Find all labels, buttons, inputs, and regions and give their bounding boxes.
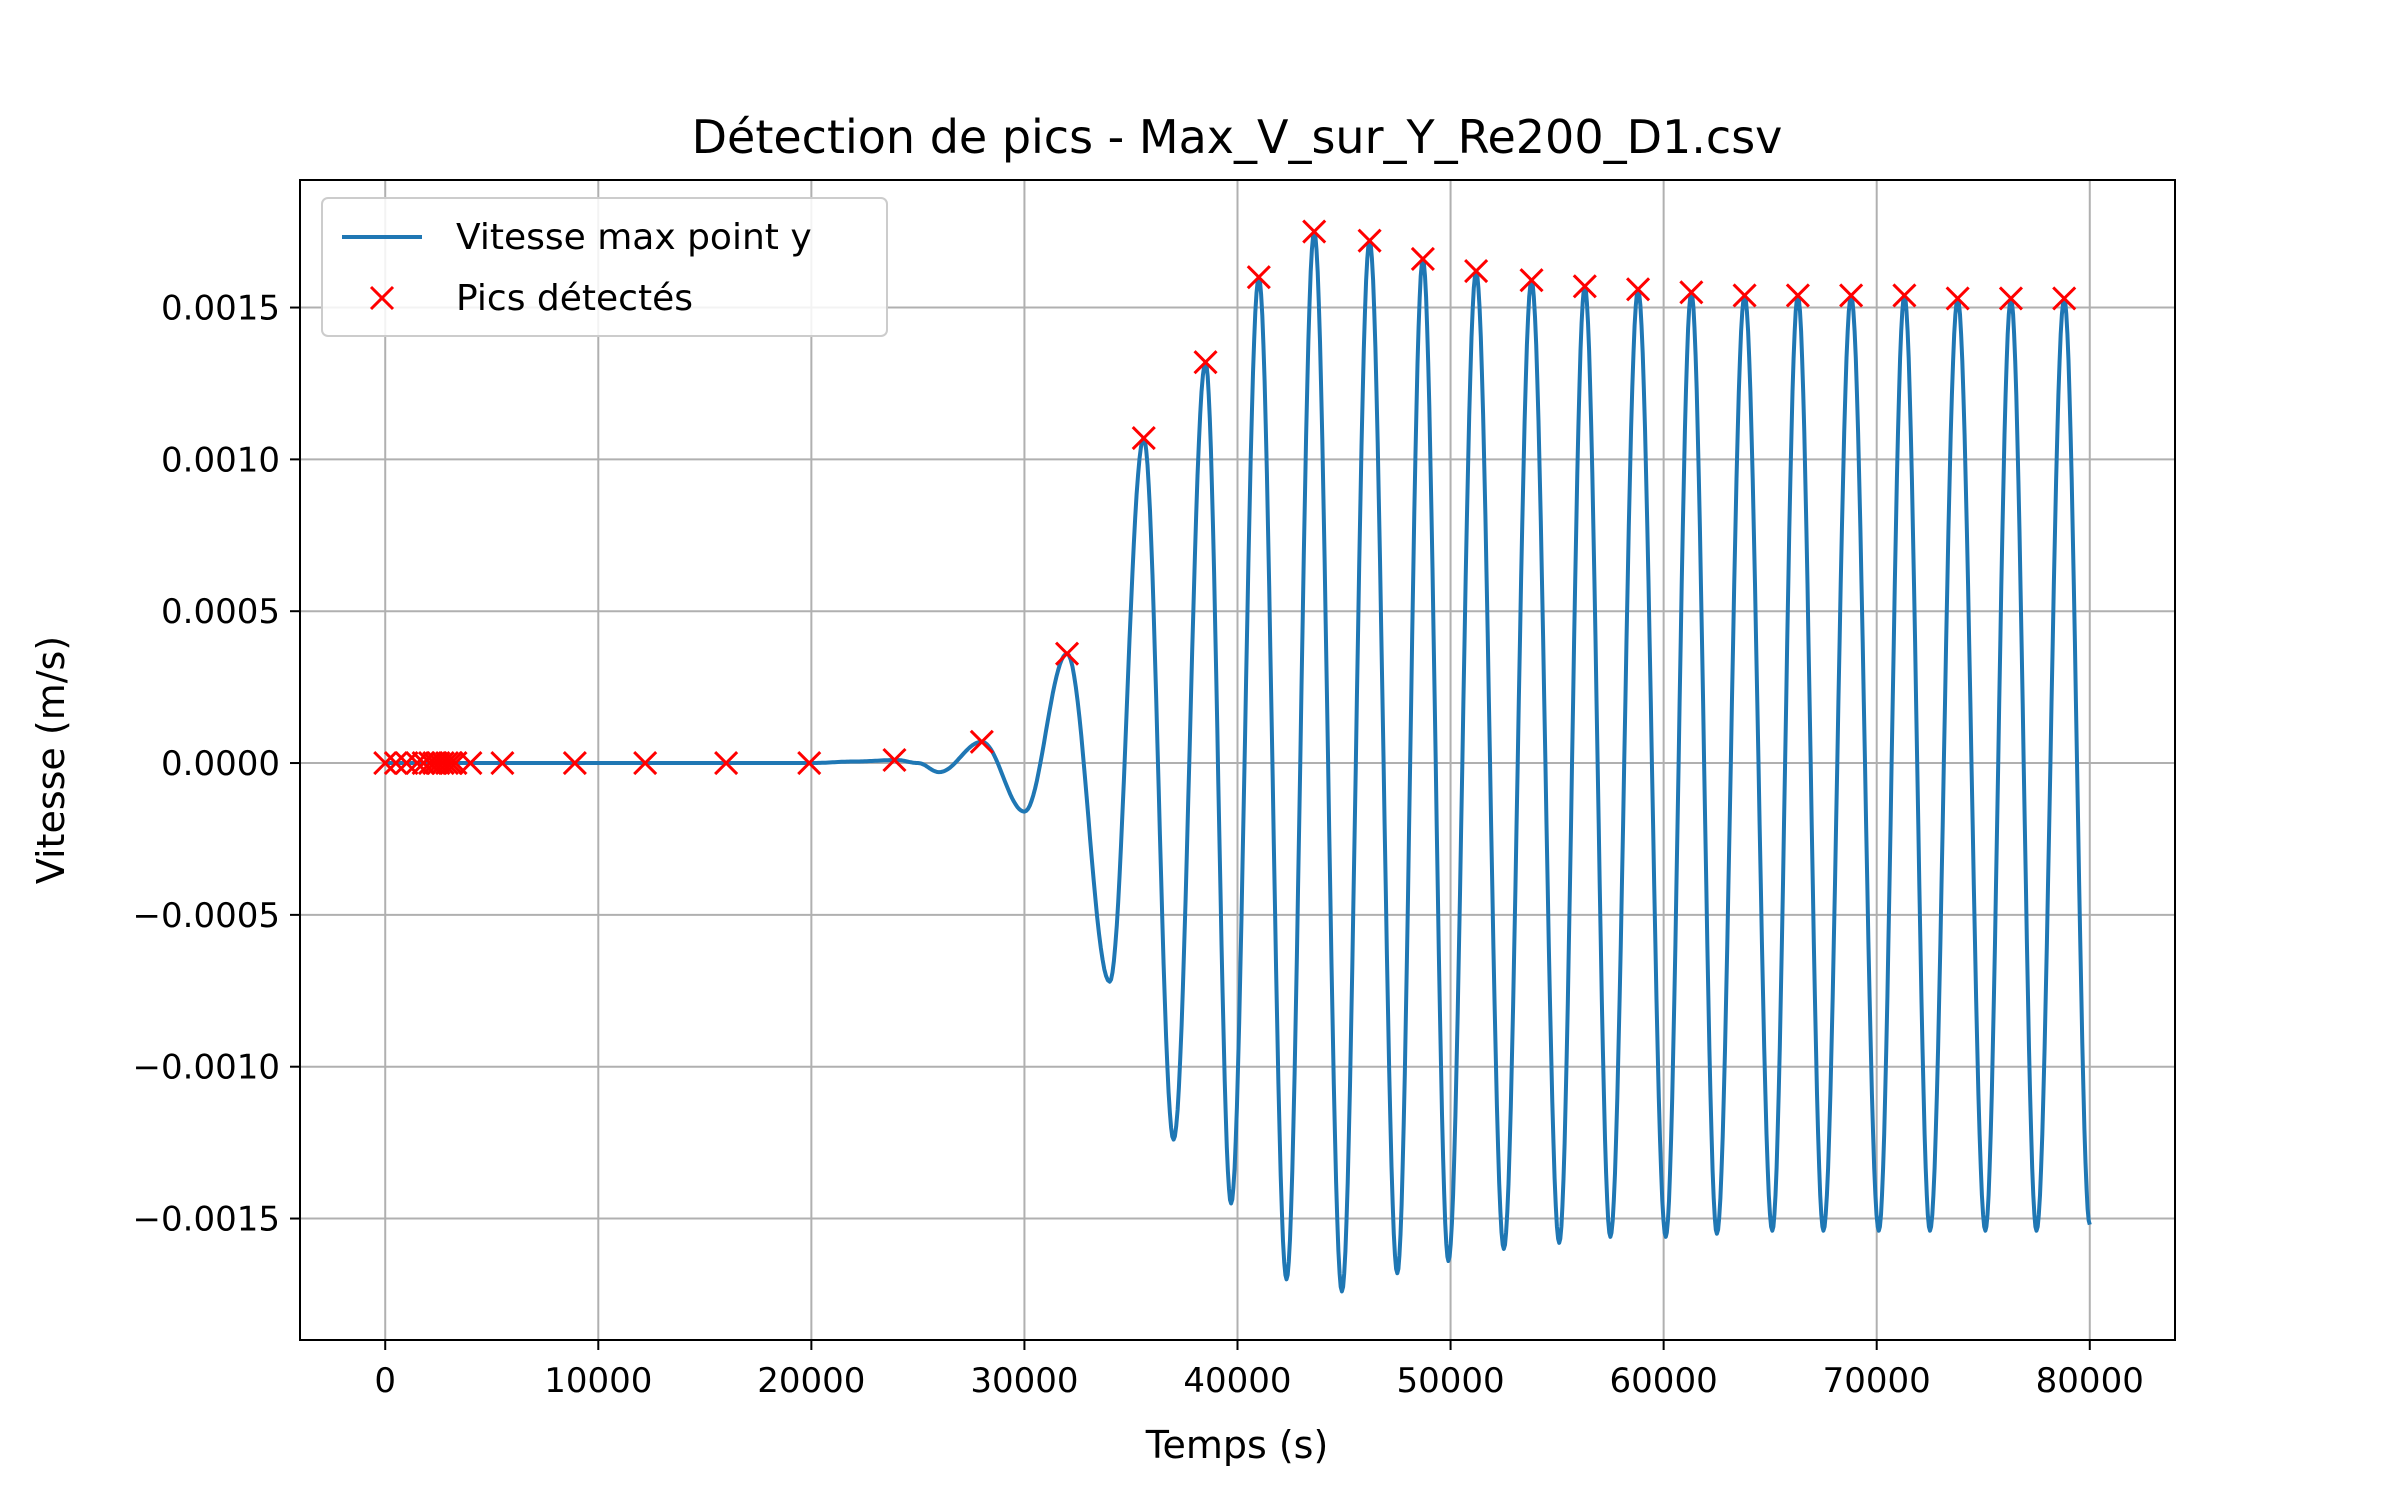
peak-marker [1357, 228, 1382, 253]
x-tick-label: 70000 [1823, 1361, 1931, 1401]
peak-marker [1679, 280, 1704, 305]
x-axis-label: Temps (s) [1145, 1423, 1329, 1467]
x-tick-label: 80000 [2036, 1361, 2144, 1401]
peak-marker [1410, 246, 1435, 272]
peak-marker [1998, 286, 2023, 311]
y-tick-label: 0.0005 [161, 592, 280, 632]
peak-marker [383, 750, 408, 776]
peak-marker [1572, 274, 1597, 299]
peak-marker [434, 750, 460, 776]
peak-marker [1945, 286, 1970, 311]
series-line-group [385, 229, 2092, 1294]
peak-marker [1246, 265, 1271, 290]
peak-marker [373, 750, 398, 776]
y-tick-label: 0.0015 [161, 289, 280, 329]
peak-marker [439, 750, 464, 776]
peak-markers-group [373, 219, 2077, 776]
peak-marker [394, 750, 419, 776]
x-axis-ticks: 0 10000 20000 30000 40000 50000 60000 70000 8000… [374, 1340, 2144, 1401]
peak-marker [1054, 641, 1080, 666]
peak-marker [1626, 277, 1651, 302]
peak-marker [562, 750, 587, 776]
legend: Vitesse max point y Pics détectés [321, 197, 888, 337]
y-tick-label: −0.0010 [133, 1048, 280, 1088]
y-tick-label: −0.0015 [133, 1200, 280, 1240]
x-tick-label: 30000 [970, 1361, 1078, 1401]
legend-label-line: Vitesse max point y [456, 217, 812, 258]
y-tick-label: 0.0000 [161, 744, 280, 784]
y-axis-label: Vitesse (m/s) [29, 636, 73, 884]
peak-marker [633, 750, 658, 776]
peak-marker [882, 747, 907, 773]
x-tick-label: 0 [374, 1361, 396, 1401]
peak-marker [1131, 426, 1156, 451]
x-tick-label: 20000 [757, 1361, 865, 1401]
peak-marker [490, 750, 515, 776]
peak-marker [1785, 283, 1810, 308]
peak-marker [797, 750, 822, 776]
legend-label-markers: Pics détectés [456, 278, 693, 319]
peak-marker [1892, 283, 1917, 308]
peak-marker [1839, 283, 1864, 308]
peak-marker [714, 750, 739, 776]
legend-marker-swatch [369, 285, 395, 311]
x-tick-label: 60000 [1610, 1361, 1718, 1401]
y-tick-label: 0.0010 [161, 440, 280, 480]
x-tick-label: 10000 [544, 1361, 652, 1401]
y-axis-ticks: −0.0015 −0.0010 −0.0005 0.0000 0.0005 0.0010 0… [133, 289, 300, 1240]
peak-marker [458, 750, 483, 776]
x-tick-label: 50000 [1396, 1361, 1504, 1401]
legend-box [321, 197, 888, 337]
peak-marker [1302, 219, 1327, 244]
peak-marker [1519, 268, 1544, 293]
peak-marker [2052, 286, 2077, 311]
peak-marker [1464, 259, 1489, 284]
peak-marker [1193, 350, 1218, 375]
x-tick-label: 40000 [1183, 1361, 1291, 1401]
series-line-vitesse [385, 229, 2092, 1294]
chart-title: Détection de pics - Max_V_sur_Y_Re200_D1… [692, 110, 1783, 164]
peak-marker [969, 729, 994, 754]
peak-marker [1732, 283, 1757, 308]
y-tick-label: −0.0005 [133, 896, 280, 936]
